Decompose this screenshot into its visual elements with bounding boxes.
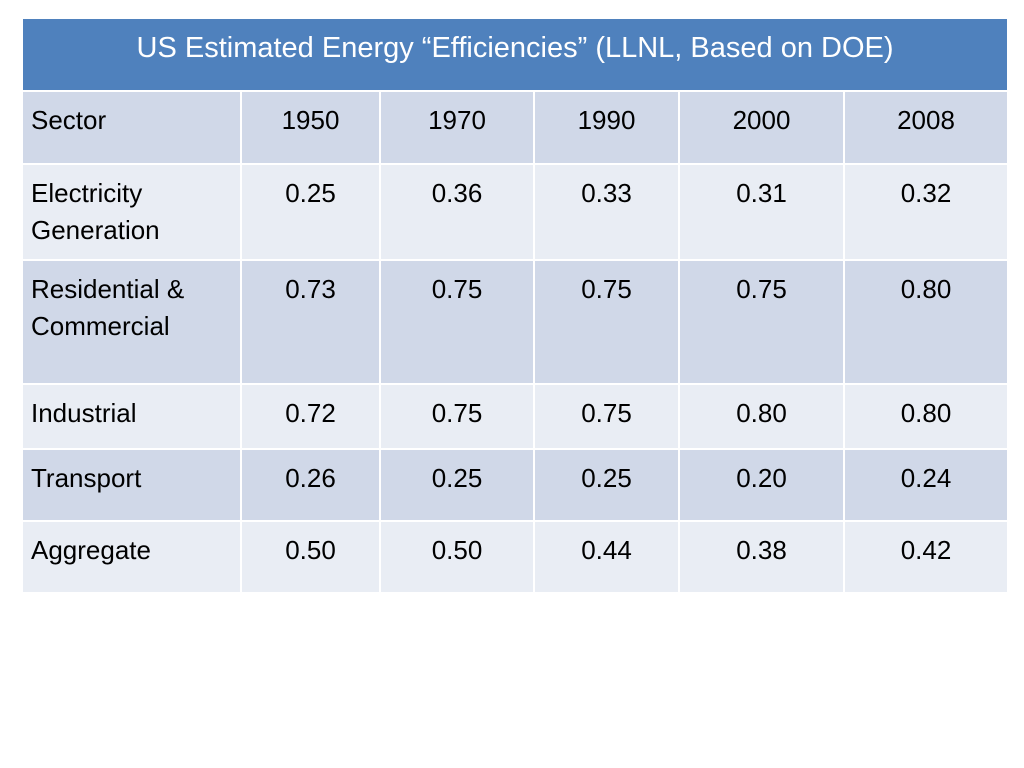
table-row: Residential & Commercial 0.73 0.75 0.75 0…	[23, 260, 1008, 385]
sector-label: Transport	[23, 449, 242, 522]
value-cell: 0.26	[241, 449, 381, 522]
value-cell: 0.72	[241, 384, 381, 450]
value-cell: 0.75	[534, 384, 680, 450]
value-cell: 0.25	[534, 449, 680, 522]
value-cell: 0.73	[241, 260, 381, 385]
sector-label: Aggregate	[23, 521, 242, 594]
value-cell: 0.25	[241, 164, 381, 261]
value-cell: 0.33	[534, 164, 680, 261]
sector-label-line: Electricity	[31, 178, 143, 208]
table-row: Aggregate 0.50 0.50 0.44 0.38 0.42	[23, 521, 1008, 594]
header-year-1990: 1990	[534, 91, 680, 165]
value-cell: 0.75	[679, 260, 845, 385]
header-year-1950: 1950	[241, 91, 381, 165]
efficiency-table: US Estimated Energy “Efficiencies” (LLNL…	[23, 19, 1008, 594]
value-cell: 0.20	[679, 449, 845, 522]
value-cell: 0.36	[380, 164, 535, 261]
value-cell: 0.75	[380, 384, 535, 450]
value-cell: 0.32	[844, 164, 1008, 261]
value-cell: 0.24	[844, 449, 1008, 522]
header-year-2008: 2008	[844, 91, 1008, 165]
table-row: Transport 0.26 0.25 0.25 0.20 0.24	[23, 449, 1008, 522]
header-sector: Sector	[23, 91, 242, 165]
sector-label-line: Generation	[31, 215, 160, 245]
header-year-1970: 1970	[380, 91, 535, 165]
value-cell: 0.50	[241, 521, 381, 594]
sector-label: Industrial	[23, 384, 242, 450]
sector-label-line: Commercial	[31, 311, 170, 341]
value-cell: 0.31	[679, 164, 845, 261]
sector-label: Residential & Commercial	[23, 260, 242, 385]
value-cell: 0.38	[679, 521, 845, 594]
sector-label: Electricity Generation	[23, 164, 242, 261]
table-title: US Estimated Energy “Efficiencies” (LLNL…	[23, 19, 1008, 92]
value-cell: 0.75	[534, 260, 680, 385]
title-row: US Estimated Energy “Efficiencies” (LLNL…	[23, 19, 1008, 92]
sector-label-line: Residential &	[31, 274, 185, 304]
value-cell: 0.44	[534, 521, 680, 594]
value-cell: 0.80	[679, 384, 845, 450]
value-cell: 0.75	[380, 260, 535, 385]
value-cell: 0.25	[380, 449, 535, 522]
table-row: Electricity Generation 0.25 0.36 0.33 0.3…	[23, 164, 1008, 261]
header-row: Sector 1950 1970 1990 2000 2008	[23, 91, 1008, 165]
table-row: Industrial 0.72 0.75 0.75 0.80 0.80	[23, 384, 1008, 450]
header-year-2000: 2000	[679, 91, 845, 165]
value-cell: 0.80	[844, 260, 1008, 385]
value-cell: 0.80	[844, 384, 1008, 450]
value-cell: 0.42	[844, 521, 1008, 594]
value-cell: 0.50	[380, 521, 535, 594]
